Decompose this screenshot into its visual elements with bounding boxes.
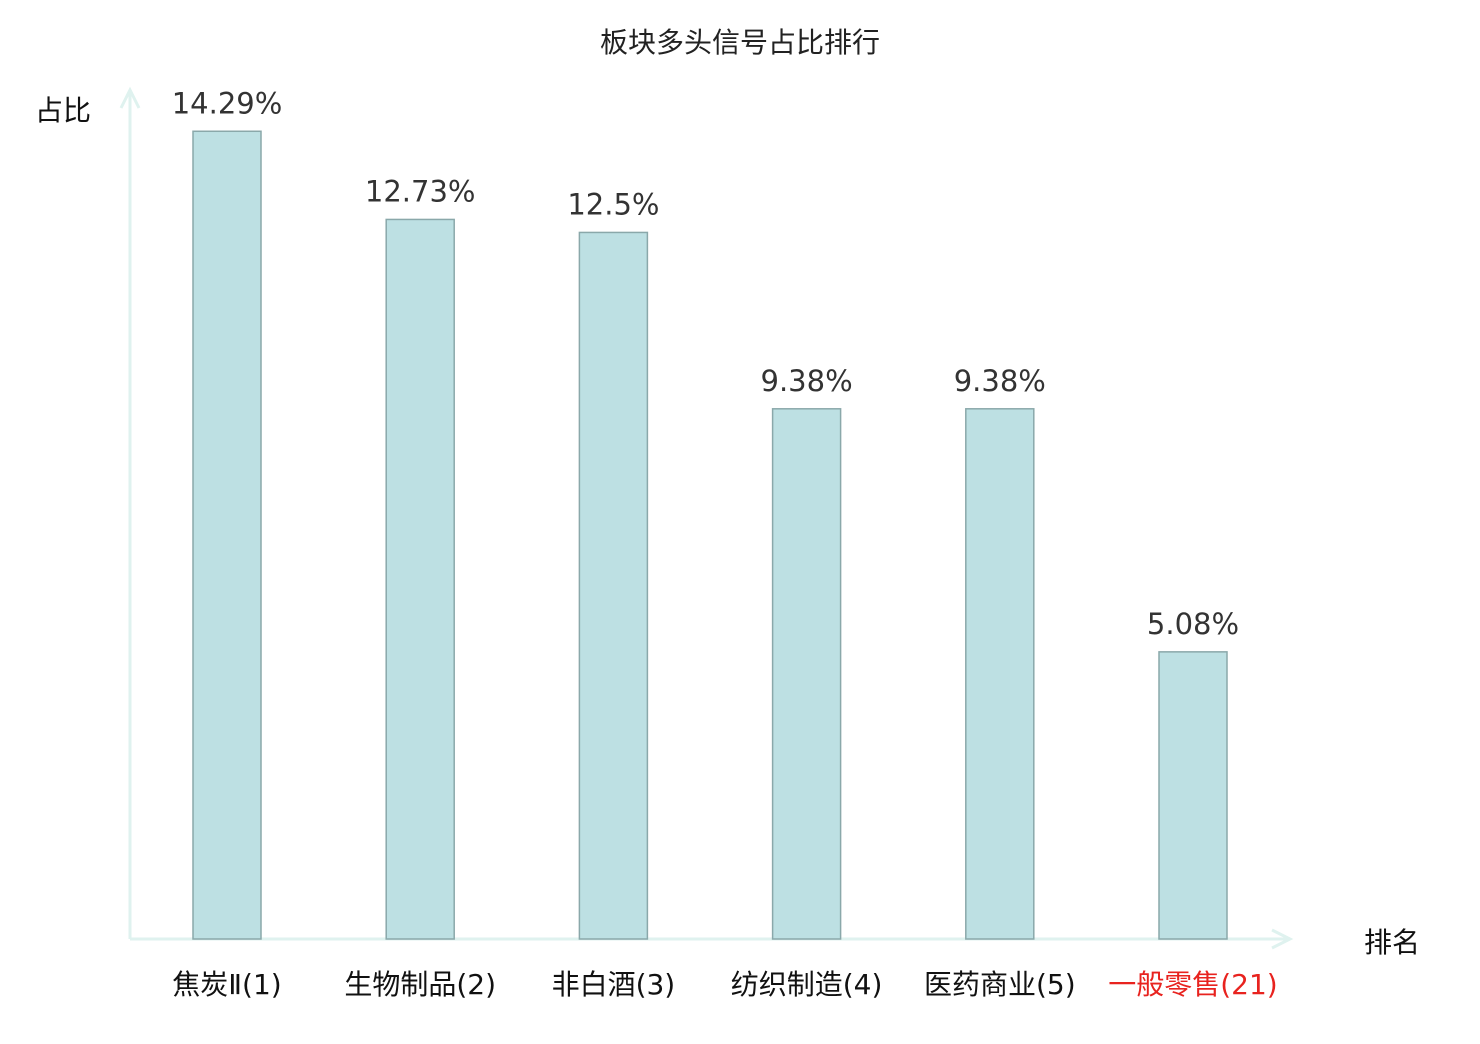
chart-title: 板块多头信号占比排行 — [600, 26, 880, 59]
x-tick-label: 生物制品(2) — [344, 968, 496, 1001]
y-axis-label: 占比 — [35, 94, 91, 127]
bar — [578, 231, 649, 940]
data-label: 12.73% — [365, 174, 476, 208]
bars: 14.29% 焦炭Ⅱ(1) 12.73% 生物制品(2) 12.5% 非白酒(3) 9.38… — [172, 86, 1278, 1001]
axes — [119, 86, 1294, 950]
data-label: 12.5% — [567, 187, 659, 221]
x-tick-label: 焦炭Ⅱ(1) — [172, 968, 281, 1001]
data-label: 5.08% — [1147, 607, 1239, 641]
x-axis-arrow-icon — [1271, 928, 1294, 950]
bar — [385, 218, 455, 940]
data-label: 9.38% — [954, 364, 1046, 398]
bar — [965, 408, 1035, 940]
bar — [771, 408, 842, 940]
x-tick-label: 非白酒(3) — [552, 968, 676, 1001]
x-tick-label: 一般零售(21) — [1108, 968, 1277, 1001]
data-label: 14.29% — [172, 86, 283, 120]
x-tick-label: 医药商业(5) — [924, 968, 1076, 1001]
bar — [192, 130, 262, 940]
y-axis-arrow-icon — [119, 86, 141, 109]
data-label: 9.38% — [761, 364, 853, 398]
bar — [1158, 651, 1228, 940]
x-tick-label: 纺织制造(4) — [731, 968, 883, 1001]
x-axis-label: 排名 — [1364, 926, 1420, 959]
